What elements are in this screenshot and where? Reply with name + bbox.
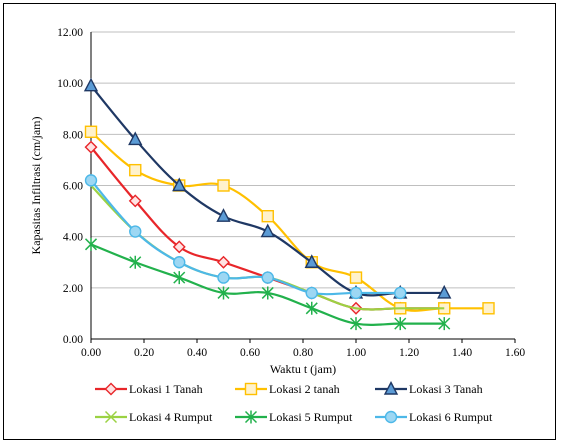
x-tick-label: 1.60 [505,347,525,359]
data-point [349,286,363,300]
chart-frame [3,3,556,440]
y-tick-label: 8.00 [63,129,83,141]
data-point [394,317,407,331]
legend: Lokasi 1 Tanah Lokasi 2 tanah Lokasi 3 Tan… [95,380,493,424]
axes [90,32,516,343]
y-tick-labels: 0.00 2.00 4.00 6.00 8.00 10.00 12.00 [57,27,83,346]
series-3 [83,77,452,299]
y-tick-label: 12.00 [57,27,83,39]
data-point [438,317,451,331]
legend-item: Lokasi 5 Rumput [235,410,353,424]
legend-swatch-marker [384,410,398,424]
series-line [90,130,489,312]
x-tick-label: 0.60 [240,347,260,359]
data-point [84,125,98,138]
data-point [437,284,452,299]
data-point [173,256,186,269]
data-point [217,179,230,192]
legend-label: Lokasi 6 Rumput [409,410,493,424]
data-point [305,286,318,300]
data-point [84,237,98,251]
series-layer [83,77,495,331]
data-point [261,286,274,300]
x-axis-label: Waktu t (jam) [270,362,336,376]
x-tick-labels: 0.00 0.20 0.40 0.60 0.80 1.00 1.20 1.40 1.60 [81,347,525,359]
legend-item: Lokasi 6 Rumput [375,410,493,424]
y-tick-label: 2.00 [63,283,83,295]
data-point [129,225,142,238]
x-tick-label: 1.40 [452,347,472,359]
legend-label: Lokasi 2 tanah [269,382,340,396]
legend-label: Lokasi 4 Rumput [129,410,213,424]
data-point [394,286,407,300]
data-point [84,174,98,187]
data-point [128,194,142,208]
data-point [216,208,231,222]
x-tick-label: 0.40 [187,347,207,359]
x-tick-label: 0.00 [81,347,101,359]
series-6 [84,174,407,300]
data-point [172,177,187,192]
legend-swatch-marker [383,380,399,395]
series-5 [84,237,451,331]
data-point [83,77,99,92]
data-point [349,271,363,284]
data-point [261,209,274,223]
x-tick-label: 1.20 [399,347,419,359]
data-point [217,271,230,284]
y-tick-label: 10.00 [57,78,83,90]
series-line [90,85,445,297]
legend-label: Lokasi 1 Tanah [129,382,203,396]
legend-label: Lokasi 5 Rumput [269,410,353,424]
legend-item: Lokasi 3 Tanah [375,380,483,396]
legend-swatch-marker [104,382,118,396]
y-tick-label: 0.00 [63,334,83,346]
y-tick-label: 6.00 [63,181,83,193]
data-point [173,271,186,285]
data-point [129,255,142,269]
data-point [304,254,319,268]
series-line [90,243,445,326]
data-point [260,223,275,238]
data-point [129,163,142,177]
legend-item: Lokasi 1 Tanah [95,382,203,396]
legend-label: Lokasi 3 Tanah [409,382,483,396]
data-point [128,131,143,146]
data-point [349,317,363,331]
y-axis-label: Kapasitas Infiltrasi (cm/jam) [29,117,43,255]
data-point [261,271,274,284]
legend-swatch-marker [244,382,258,396]
x-tick-label: 1.00 [346,347,366,359]
x-tick-label: 0.20 [134,347,154,359]
data-point [84,140,98,154]
legend-item: Lokasi 4 Rumput [95,410,213,424]
data-point [172,240,186,254]
data-point [217,255,230,269]
legend-swatch-marker [104,410,118,424]
data-point [482,302,495,315]
data-point [217,286,230,300]
y-tick-label: 4.00 [63,232,83,244]
x-tick-label: 0.80 [293,347,313,359]
legend-swatch-marker [244,410,258,424]
data-point [305,301,318,315]
legend-item: Lokasi 2 tanah [235,382,340,396]
